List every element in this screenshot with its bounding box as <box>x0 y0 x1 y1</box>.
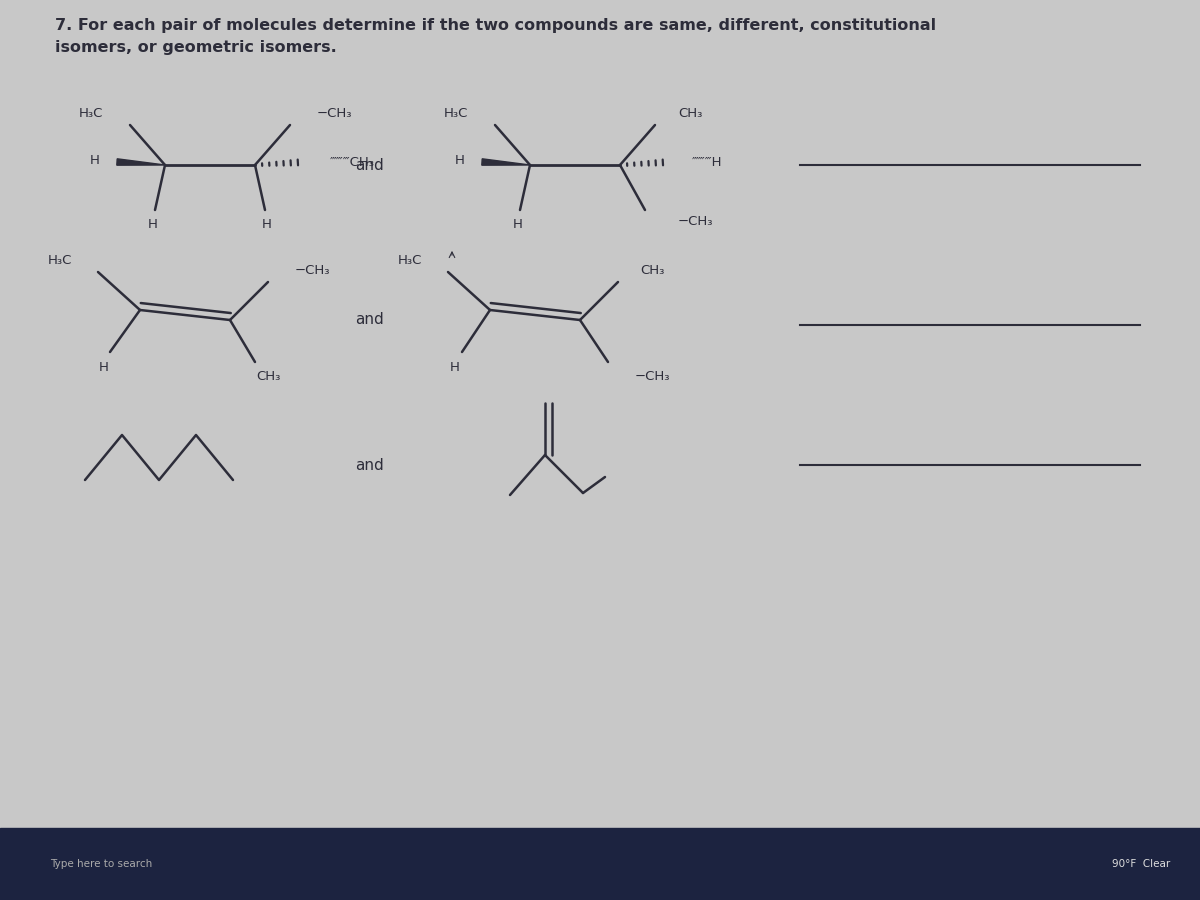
Polygon shape <box>116 158 166 166</box>
Text: CH₃: CH₃ <box>640 264 665 276</box>
Text: H: H <box>450 361 460 374</box>
Text: H: H <box>90 155 100 167</box>
Text: H: H <box>100 361 109 374</box>
Text: CH₃: CH₃ <box>256 371 280 383</box>
Text: H₃C: H₃C <box>444 106 468 120</box>
Text: H₃C: H₃C <box>79 106 103 120</box>
Text: −CH₃: −CH₃ <box>317 106 353 120</box>
Text: and: and <box>355 312 384 328</box>
Text: −CH₃: −CH₃ <box>295 264 330 276</box>
Text: ‴‴‴CH₃: ‴‴‴CH₃ <box>330 156 374 168</box>
Text: H₃C: H₃C <box>48 254 72 266</box>
Text: 7. For each pair of molecules determine if the two compounds are same, different: 7. For each pair of molecules determine … <box>55 18 936 55</box>
Text: H: H <box>514 219 523 231</box>
Text: −CH₃: −CH₃ <box>678 214 714 228</box>
Text: H: H <box>262 219 272 231</box>
Text: 90°F  Clear: 90°F Clear <box>1111 859 1170 869</box>
Text: Type here to search: Type here to search <box>50 859 152 869</box>
Text: −CH₃: −CH₃ <box>635 371 671 383</box>
Text: and: and <box>355 457 384 472</box>
Text: H: H <box>148 219 158 231</box>
Text: CH₃: CH₃ <box>678 106 702 120</box>
Bar <box>0 878 1200 900</box>
Text: H₃C: H₃C <box>397 254 422 266</box>
Bar <box>0 828 1200 900</box>
Polygon shape <box>482 158 530 166</box>
Text: ‴‴‴H: ‴‴‴H <box>692 156 722 168</box>
Text: H: H <box>455 155 464 167</box>
Text: and: and <box>355 158 384 173</box>
